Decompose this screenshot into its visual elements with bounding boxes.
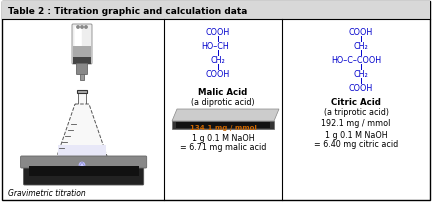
Text: HO–C–COOH: HO–C–COOH	[331, 56, 381, 65]
FancyBboxPatch shape	[176, 122, 270, 128]
Text: Malic Acid: Malic Acid	[198, 87, 248, 97]
Text: 192.1 mg / mmol: 192.1 mg / mmol	[321, 118, 391, 127]
Text: Table 2 : Titration graphic and calculation data: Table 2 : Titration graphic and calculat…	[8, 6, 248, 15]
Text: 134.1 mg / mmol: 134.1 mg / mmol	[190, 124, 257, 130]
Text: CH₂: CH₂	[211, 56, 226, 65]
Polygon shape	[79, 162, 85, 172]
Polygon shape	[58, 145, 106, 158]
Text: = 6.71 mg malic acid: = 6.71 mg malic acid	[180, 142, 266, 151]
FancyBboxPatch shape	[2, 2, 430, 20]
Text: Citric Acid: Citric Acid	[331, 98, 381, 106]
FancyBboxPatch shape	[80, 75, 84, 81]
Text: CH₂: CH₂	[354, 42, 368, 51]
FancyBboxPatch shape	[74, 27, 82, 62]
Text: = 6.40 mg citric acid: = 6.40 mg citric acid	[314, 139, 398, 148]
Polygon shape	[172, 109, 279, 121]
FancyBboxPatch shape	[76, 64, 88, 75]
Polygon shape	[56, 104, 108, 159]
Text: COOH: COOH	[349, 28, 373, 37]
Text: COOH: COOH	[206, 70, 230, 79]
FancyBboxPatch shape	[29, 166, 139, 176]
Circle shape	[81, 27, 83, 29]
Polygon shape	[172, 121, 274, 129]
FancyBboxPatch shape	[77, 90, 87, 94]
FancyBboxPatch shape	[78, 93, 86, 104]
FancyBboxPatch shape	[24, 161, 144, 185]
FancyBboxPatch shape	[73, 47, 91, 64]
Text: COOH: COOH	[206, 28, 230, 37]
Text: Gravimetric titration: Gravimetric titration	[8, 188, 86, 197]
FancyBboxPatch shape	[72, 25, 92, 65]
Text: COOH: COOH	[349, 84, 373, 93]
Circle shape	[79, 162, 85, 168]
FancyBboxPatch shape	[2, 2, 430, 200]
Circle shape	[77, 27, 79, 29]
Text: 1 g 0.1 M NaOH: 1 g 0.1 M NaOH	[192, 133, 254, 142]
Text: (a triprotic acid): (a triprotic acid)	[324, 107, 388, 116]
Text: HO–CH: HO–CH	[201, 42, 229, 51]
Text: (a diprotic acid): (a diprotic acid)	[191, 98, 255, 106]
Text: 1 g 0.1 M NaOH: 1 g 0.1 M NaOH	[325, 130, 388, 139]
FancyBboxPatch shape	[73, 58, 91, 65]
Text: CH₂: CH₂	[354, 70, 368, 79]
FancyBboxPatch shape	[21, 156, 147, 168]
Circle shape	[85, 27, 87, 29]
